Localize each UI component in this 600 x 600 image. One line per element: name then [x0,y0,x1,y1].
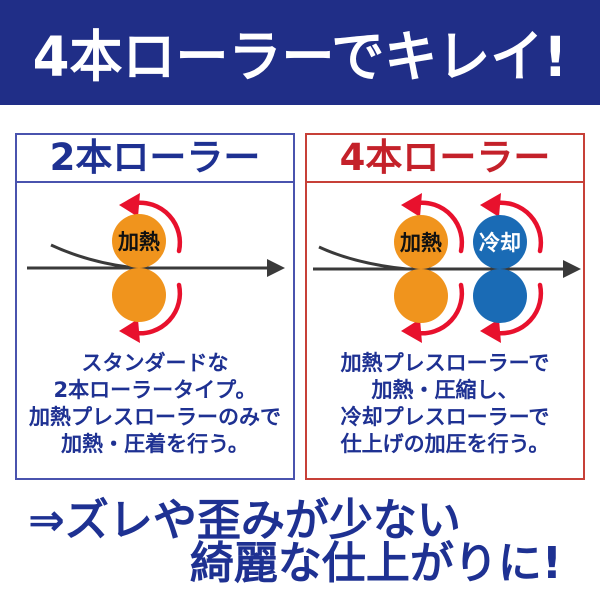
film-direction-arrow-icon [267,259,285,277]
description-line: 冷却プレスローラーで [340,405,550,429]
rotation-arrow-cool-top-icon [493,200,544,254]
heat-roller-bottom [112,268,166,322]
banner: 4本ローラーでキレイ! [0,0,600,105]
conclusion-line2: 綺麗な仕上がりに! [189,538,562,589]
cool-roller-label: 冷却 [479,231,521,255]
rotation-arrow-top-head-icon [119,193,140,217]
description-line: 加熱プレスローラーで [340,351,550,375]
panel-4-roller: 4本ローラー 加熱 冷却 加熱プレスローラーで [305,133,585,480]
description-line: 仕上げの加圧を行う。 [340,432,550,456]
description-line: 加熱・圧着を行う。 [61,432,249,456]
heat-roller-top [394,215,448,269]
panel-4-roller-title: 4本ローラー [307,135,583,183]
panel-2-roller: 2本ローラー 加熱 スタンダードな 2本ローラータイプ。 加熱プレスローラーのみ… [15,133,295,480]
rotation-arrow-heat-top-icon [414,200,465,254]
panel-4-roller-description: 加熱プレスローラーで 加熱・圧縮し、 冷却プレスローラーで 仕上げの加圧を行う。 [307,350,583,458]
heat-roller-label: 加熱 [399,231,442,255]
rotation-arrow-heat-bottom-icon [414,282,465,336]
description-line: 加熱プレスローラーのみで [29,405,281,429]
banner-title: 4本ローラーでキレイ! [32,25,568,90]
cool-roller-top [473,215,527,269]
rotation-arrow-heat-bottom-head-icon [401,319,422,343]
description-line: 加熱・圧縮し、 [371,378,519,402]
heat-roller-bottom [394,269,448,323]
heat-roller-label: 加熱 [117,230,160,254]
rotation-arrow-heat-top-head-icon [401,193,422,217]
film-direction-arrow-icon [563,260,581,278]
description-line: 2本ローラータイプ。 [53,378,257,402]
film-entry-curve [318,245,408,271]
rotation-arrow-cool-top-head-icon [480,193,501,217]
diagram-2-roller: 加熱 [27,193,285,343]
rotation-arrow-bottom-icon [132,282,183,336]
cool-roller-bottom [473,269,527,323]
diagram-4-roller: 加熱 冷却 [313,193,581,343]
rotation-arrow-cool-bottom-head-icon [480,319,501,343]
description-line: スタンダードな [81,351,229,375]
rotation-arrow-bottom-head-icon [119,319,140,343]
conclusion-line1: ⇒ズレや歪みが少ない [28,495,461,546]
panel-2-roller-title: 2本ローラー [17,135,293,183]
heat-roller-top [112,214,166,268]
rotation-arrow-top-icon [132,200,183,254]
rotation-arrow-cool-bottom-icon [493,282,544,336]
panel-2-roller-description: スタンダードな 2本ローラータイプ。 加熱プレスローラーのみで 加熱・圧着を行う… [17,350,293,458]
